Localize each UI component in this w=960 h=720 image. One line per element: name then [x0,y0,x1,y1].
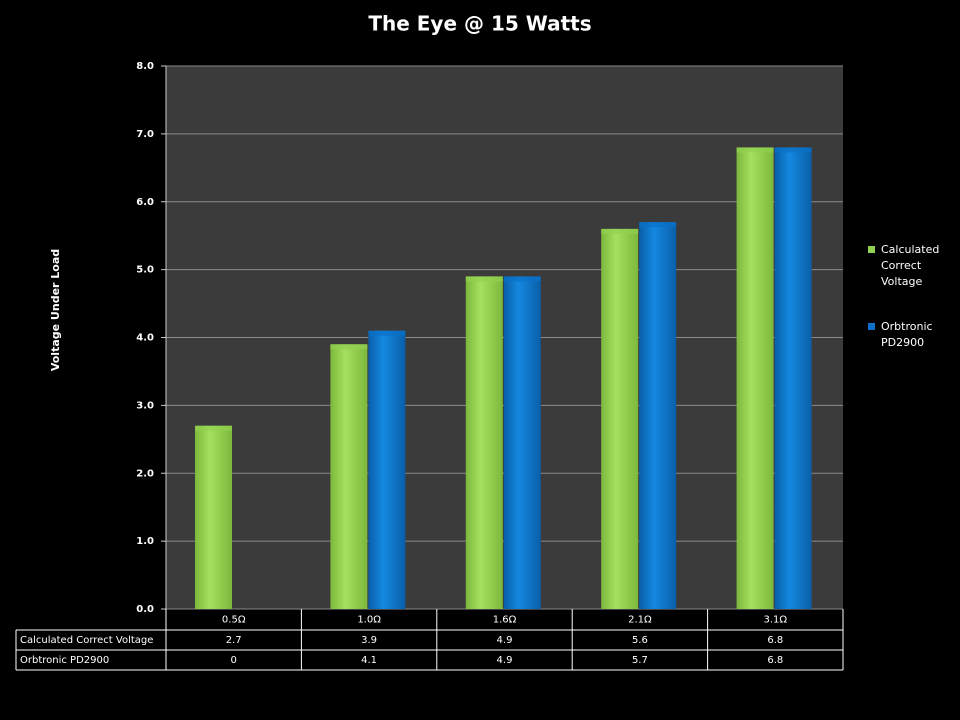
table-row-label: Calculated Correct Voltage [20,635,153,646]
bar-bevel [465,276,503,282]
bar [465,276,503,609]
table-cell: 5.7 [632,655,648,666]
y-tick-label: 0.0 [136,604,154,615]
bar-bevel [774,147,812,153]
x-tick-label: 1.0Ω [357,615,381,626]
x-tick-label: 1.6Ω [493,615,517,626]
bar [601,228,639,609]
x-tick-label: 2.1Ω [628,615,652,626]
bar [639,222,677,610]
table-cell: 5.6 [632,635,648,646]
bar [503,276,541,609]
table-cell: 4.1 [361,655,377,666]
y-tick-label: 5.0 [136,265,154,276]
legend-swatch [868,246,875,253]
y-tick-label: 1.0 [136,536,154,547]
table-row-label: Orbtronic PD2900 [20,655,109,666]
legend-swatch [868,323,875,330]
bar [774,147,812,609]
y-tick-label: 8.0 [136,61,154,72]
bar-bevel [736,147,774,153]
table-cell: 6.8 [767,655,783,666]
bar-bevel [601,228,639,234]
bar-bevel [503,276,541,282]
table-cell: 4.9 [497,655,513,666]
y-axis-label: Voltage Under Load [49,249,62,371]
bar-bevel [330,344,368,350]
bar [330,344,368,609]
bar-bevel [368,330,406,336]
table-cell: 6.8 [767,635,783,646]
bar-bevel [639,222,677,228]
bar-bevel [195,425,232,431]
y-tick-label: 4.0 [136,333,154,344]
table-cell: 3.9 [361,635,377,646]
y-tick-label: 3.0 [136,400,154,411]
y-tick-label: 2.0 [136,468,154,479]
table-cell: 0 [231,655,237,666]
bar [368,330,406,609]
chart-title: The Eye @ 15 Watts [368,12,591,36]
x-tick-label: 0.5Ω [222,615,246,626]
bar [736,147,774,609]
y-tick-label: 6.0 [136,197,154,208]
x-tick-label: 3.1Ω [764,615,788,626]
legend-label: Orbtronic PD2900 [881,320,933,349]
table-cell: 4.9 [497,635,513,646]
bar [195,425,232,609]
legend-label: Calculated Correct Voltage [881,243,940,288]
table-cell: 2.7 [226,635,242,646]
y-tick-label: 7.0 [136,129,154,140]
